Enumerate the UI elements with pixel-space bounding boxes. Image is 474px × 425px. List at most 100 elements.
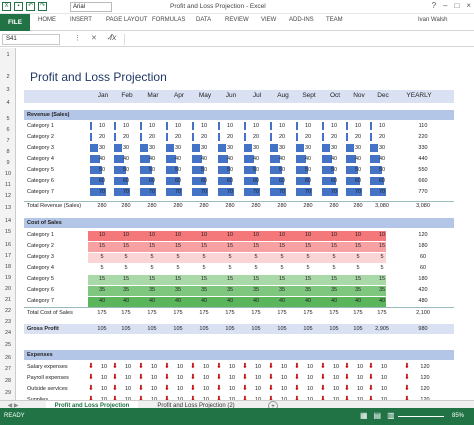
expense-value[interactable]: 10 <box>332 364 340 370</box>
cost-value[interactable]: 5 <box>100 265 104 271</box>
row-number[interactable]: 9 <box>6 160 10 166</box>
row-number[interactable]: 4 <box>6 100 10 106</box>
total-cost-month[interactable]: 175 <box>97 310 107 316</box>
revenue-value[interactable]: 30 <box>378 145 386 151</box>
revenue-value[interactable]: 10 <box>378 123 386 129</box>
cost-value[interactable]: 15 <box>252 276 260 282</box>
cost-value[interactable]: 5 <box>254 254 258 260</box>
cost-value[interactable]: 5 <box>280 254 284 260</box>
gross-profit-month[interactable]: 105 <box>121 326 131 332</box>
expense-value[interactable]: 10 <box>380 375 388 381</box>
row-number[interactable]: 5 <box>6 116 10 122</box>
revenue-value[interactable]: 70 <box>98 189 106 195</box>
cost-value[interactable]: 10 <box>200 232 208 238</box>
gross-profit-month[interactable]: 105 <box>199 326 209 332</box>
expense-value[interactable]: 10 <box>254 386 262 392</box>
expense-value[interactable]: 10 <box>356 375 364 381</box>
revenue-value[interactable]: 40 <box>174 156 182 162</box>
row-number[interactable]: 19 <box>4 275 12 281</box>
revenue-yearly[interactable]: 440 <box>418 156 428 162</box>
revenue-value[interactable]: 20 <box>252 134 260 140</box>
row-number[interactable]: 12 <box>4 193 12 199</box>
expense-value[interactable]: 10 <box>202 375 210 381</box>
row-number[interactable]: 24 <box>4 330 12 336</box>
revenue-yearly[interactable]: 660 <box>418 178 428 184</box>
expense-value[interactable]: 10 <box>124 386 132 392</box>
row-number[interactable]: 20 <box>4 286 12 292</box>
gross-profit-month[interactable]: 105 <box>147 326 157 332</box>
cost-value[interactable]: 15 <box>98 276 106 282</box>
revenue-value[interactable]: 40 <box>330 156 338 162</box>
revenue-value[interactable]: 20 <box>122 134 130 140</box>
revenue-value[interactable]: 50 <box>200 167 208 173</box>
revenue-value[interactable]: 10 <box>252 123 260 129</box>
cost-value[interactable]: 35 <box>226 287 234 293</box>
formula-buttons[interactable]: ⋮ ✕ ✓ <box>74 35 117 42</box>
zoom-slider[interactable] <box>398 416 444 417</box>
gross-profit-month[interactable]: 105 <box>353 326 363 332</box>
tab-view[interactable]: VIEW <box>261 17 277 23</box>
total-revenue-month[interactable]: 280 <box>303 203 313 209</box>
revenue-value[interactable]: 50 <box>174 167 182 173</box>
tab-insert[interactable]: INSERT <box>70 17 92 23</box>
tab-home[interactable]: HOME <box>38 17 56 23</box>
expense-value[interactable]: 10 <box>202 364 210 370</box>
expense-value[interactable]: 10 <box>176 375 184 381</box>
cost-yearly[interactable]: 180 <box>418 276 428 282</box>
cost-value[interactable]: 40 <box>278 298 286 304</box>
revenue-yearly[interactable]: 110 <box>418 123 428 129</box>
sheet-area[interactable]: Profit and Loss Projection Revenue (Sale… <box>16 48 474 408</box>
gross-profit-month[interactable]: 105 <box>173 326 183 332</box>
cost-value[interactable]: 10 <box>378 232 386 238</box>
revenue-value[interactable]: 60 <box>354 178 362 184</box>
revenue-value[interactable]: 30 <box>148 145 156 151</box>
expense-value[interactable]: 10 <box>124 364 132 370</box>
expense-value[interactable]: 10 <box>176 386 184 392</box>
cost-value[interactable]: 35 <box>330 287 338 293</box>
zoom-level[interactable]: 85% <box>452 413 465 419</box>
cost-value[interactable]: 15 <box>330 276 338 282</box>
row-number[interactable]: 26 <box>4 355 12 361</box>
total-cost-month[interactable]: 175 <box>329 310 339 316</box>
expense-value[interactable]: 10 <box>228 364 236 370</box>
cost-value[interactable]: 15 <box>122 243 130 249</box>
revenue-value[interactable]: 70 <box>330 189 338 195</box>
cost-value[interactable]: 10 <box>148 232 156 238</box>
total-revenue-dec[interactable]: 3,080 <box>375 203 389 209</box>
cost-value[interactable]: 35 <box>278 287 286 293</box>
revenue-value[interactable]: 40 <box>278 156 286 162</box>
revenue-value[interactable]: 10 <box>148 123 156 129</box>
total-revenue-month[interactable]: 280 <box>277 203 287 209</box>
row-number[interactable]: 13 <box>4 205 12 211</box>
revenue-value[interactable]: 20 <box>98 134 106 140</box>
cost-value[interactable]: 40 <box>98 298 106 304</box>
revenue-value[interactable]: 30 <box>252 145 260 151</box>
cost-value[interactable]: 40 <box>330 298 338 304</box>
cost-value[interactable]: 5 <box>176 254 180 260</box>
row-number[interactable]: 6 <box>6 127 10 133</box>
revenue-value[interactable]: 50 <box>378 167 386 173</box>
cost-value[interactable]: 40 <box>304 298 312 304</box>
formula-input[interactable] <box>124 34 470 45</box>
cost-value[interactable]: 35 <box>378 287 386 293</box>
cost-value[interactable]: 5 <box>332 254 336 260</box>
font-select[interactable]: Arial <box>70 2 112 12</box>
revenue-value[interactable]: 10 <box>200 123 208 129</box>
cost-value[interactable]: 5 <box>332 265 336 271</box>
expense-value[interactable]: 10 <box>306 375 314 381</box>
expense-value[interactable]: 10 <box>380 364 388 370</box>
revenue-value[interactable]: 60 <box>378 178 386 184</box>
total-cost-month[interactable]: 175 <box>225 310 235 316</box>
total-cost-month[interactable]: 175 <box>147 310 157 316</box>
cost-yearly[interactable]: 420 <box>418 287 428 293</box>
cost-value[interactable]: 5 <box>202 254 206 260</box>
revenue-value[interactable]: 20 <box>378 134 386 140</box>
cost-value[interactable]: 35 <box>252 287 260 293</box>
tab-formulas[interactable]: FORMULAS <box>152 17 186 23</box>
gross-profit-month[interactable]: 105 <box>303 326 313 332</box>
expense-yearly[interactable]: 120 <box>420 375 430 381</box>
cost-value[interactable]: 5 <box>306 254 310 260</box>
revenue-value[interactable]: 60 <box>304 178 312 184</box>
revenue-value[interactable]: 70 <box>148 189 156 195</box>
cost-value[interactable]: 10 <box>252 232 260 238</box>
